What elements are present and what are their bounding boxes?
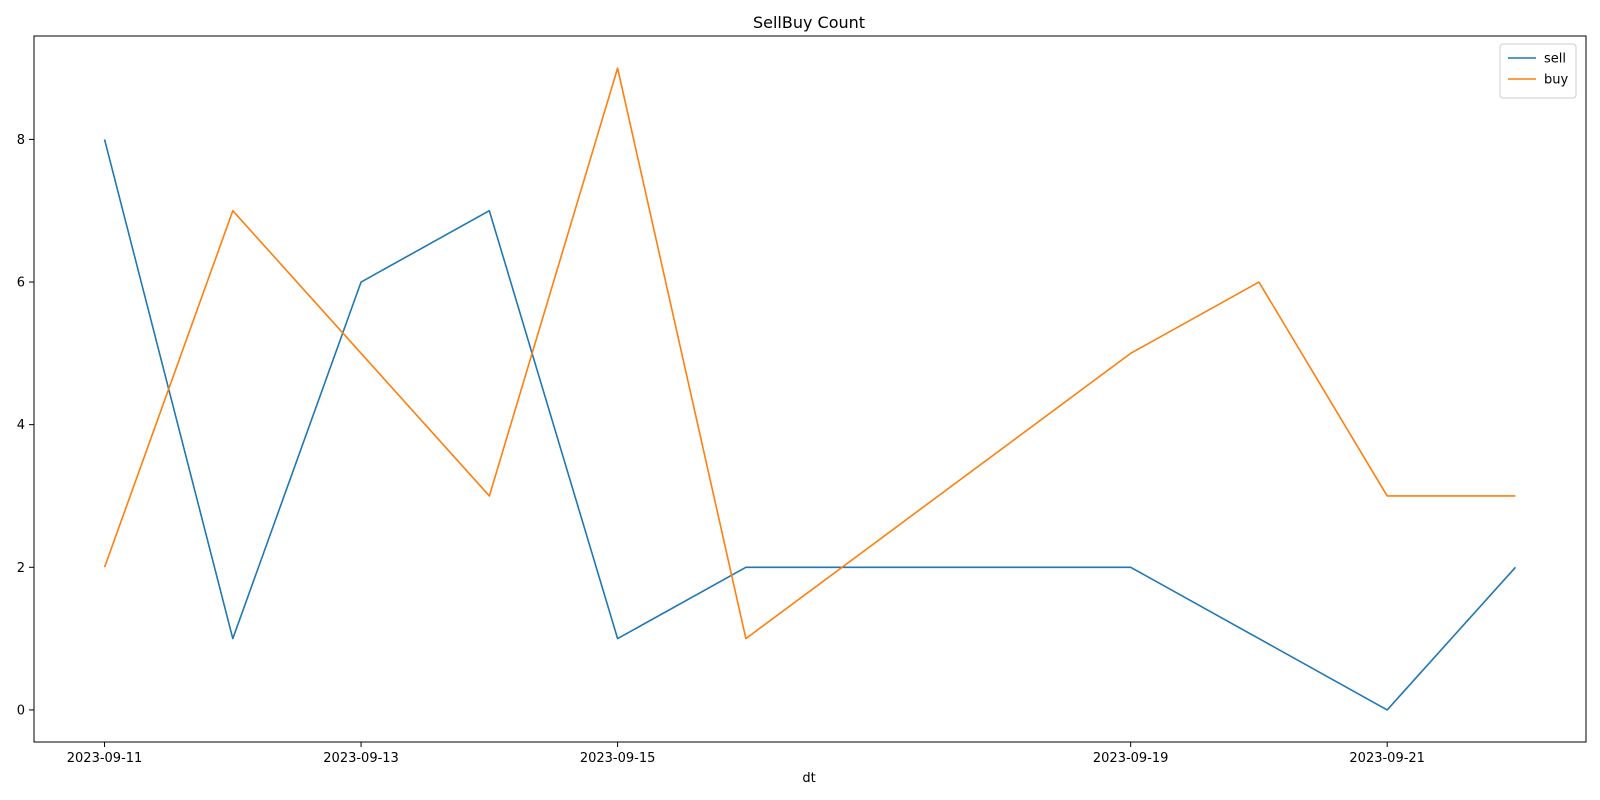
y-axis: 0 2 4 6 8 <box>17 133 34 718</box>
y-tick-label: 4 <box>17 418 25 433</box>
series-layer <box>103 67 1517 711</box>
y-tick-label: 0 <box>17 703 25 718</box>
x-tick-label: 2023-09-19 <box>1093 751 1169 766</box>
legend: sell buy <box>1499 43 1577 99</box>
legend-label-buy: buy <box>1544 73 1568 88</box>
y-tick-label: 8 <box>17 133 25 148</box>
x-tick-label: 2023-09-11 <box>67 751 143 766</box>
series-line-sell <box>103 139 1517 711</box>
x-tick-label: 2023-09-15 <box>580 751 656 766</box>
plot-frame <box>33 35 1587 743</box>
series-line-buy <box>103 67 1516 640</box>
chart-title: SellBuy Count <box>753 13 865 32</box>
x-tick-label: 2023-09-21 <box>1349 751 1425 766</box>
y-tick-label: 2 <box>17 561 25 576</box>
legend-label-sell: sell <box>1544 52 1566 67</box>
y-tick-label: 6 <box>17 276 25 291</box>
x-axis-label: dt <box>802 771 815 786</box>
x-axis: 2023-09-11 2023-09-13 2023-09-15 2023-09-19… <box>67 742 1425 766</box>
plot-area <box>33 35 1587 743</box>
x-tick-label: 2023-09-13 <box>323 751 399 766</box>
